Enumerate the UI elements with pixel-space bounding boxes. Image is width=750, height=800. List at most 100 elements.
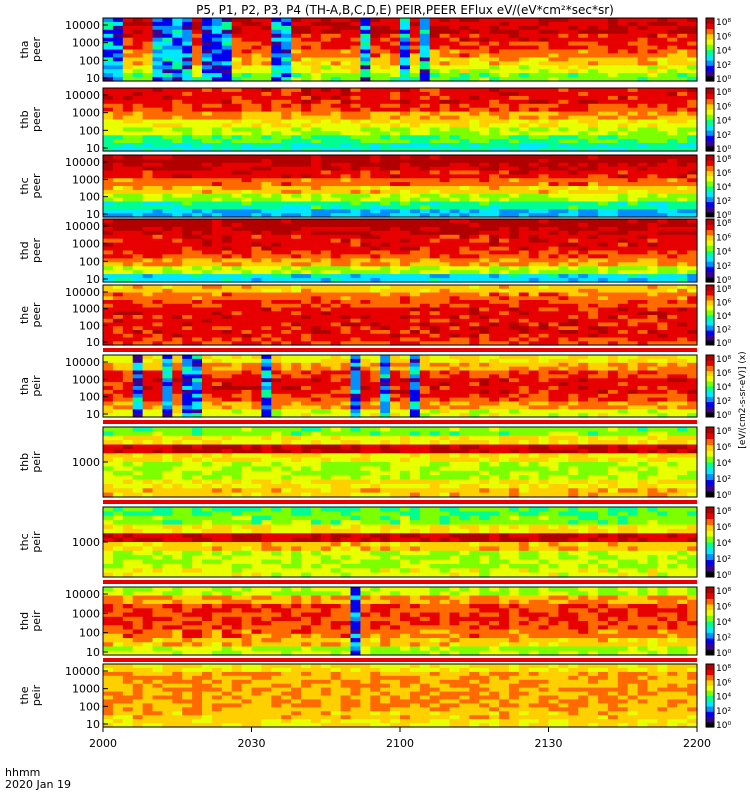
spectrogram-cell	[637, 99, 649, 105]
spectrogram-cell	[221, 69, 233, 74]
spectrogram-cell	[231, 307, 243, 312]
spectrogram-cell	[152, 147, 163, 152]
spectrogram-cell	[291, 222, 302, 228]
spectrogram-cell	[112, 45, 124, 51]
spectrogram-cell	[211, 355, 223, 360]
y-tick-label: 10000	[65, 19, 100, 32]
spectrogram-cell	[677, 21, 688, 27]
spectrogram-cell	[152, 61, 163, 66]
spectrogram-cell	[350, 326, 361, 331]
spectrogram-cell	[103, 285, 114, 290]
spectrogram-cell	[380, 270, 391, 275]
spectrogram-cell	[340, 131, 352, 136]
spectrogram-cell	[469, 53, 480, 58]
spectrogram-cell	[241, 326, 253, 331]
spectrogram-cell	[568, 18, 579, 23]
spectrogram-cell	[221, 170, 233, 175]
colorbar-segment	[706, 160, 714, 166]
spectrogram-cell	[459, 189, 470, 195]
spectrogram-cell	[479, 238, 490, 244]
spectrogram-cell	[667, 88, 678, 93]
spectrogram-cell	[132, 254, 144, 259]
spectrogram-cell	[607, 197, 619, 203]
spectrogram-cell	[301, 37, 312, 43]
spectrogram-cell	[350, 226, 361, 232]
spectrogram-cell	[449, 266, 460, 271]
panel-frame	[102, 218, 698, 283]
spectrogram-cell	[449, 49, 460, 54]
spectrogram-cell	[281, 45, 292, 51]
spectrogram-cell	[568, 29, 579, 35]
spectrogram-cell	[380, 337, 391, 342]
spectrogram-cell	[627, 201, 639, 206]
spectrogram-cell	[637, 77, 649, 82]
spectrogram-cell	[192, 278, 203, 283]
spectrogram-cell	[221, 147, 233, 152]
spectrogram-cell	[588, 99, 599, 105]
spectrogram-cell	[103, 25, 114, 31]
spectrogram-cell	[429, 300, 441, 305]
spectrogram-cell	[667, 189, 678, 195]
spectrogram-cell	[360, 201, 371, 206]
spectrogram-cell	[370, 77, 381, 82]
spectrogram-cell	[320, 49, 332, 54]
spectrogram-cell	[687, 170, 698, 175]
spectrogram-cell	[508, 222, 520, 228]
spectrogram-cell	[677, 318, 688, 324]
spectrogram-cell	[271, 274, 282, 279]
spectrogram-cell	[182, 242, 193, 248]
spectrogram-cell	[538, 158, 550, 164]
spectrogram-cell	[103, 186, 114, 191]
spectrogram-cell	[687, 318, 698, 324]
spectrogram-cell	[350, 73, 361, 78]
spectrogram-cell	[419, 292, 431, 297]
spectrogram-cell	[281, 226, 292, 232]
spectrogram-cell	[400, 209, 411, 214]
spectrogram-cell	[390, 45, 401, 51]
spectrogram-cell	[132, 300, 144, 305]
spectrogram-cell	[241, 99, 253, 105]
spectrogram-cell	[499, 250, 510, 255]
spectrogram-cell	[518, 250, 530, 255]
spectrogram-cell	[202, 111, 213, 117]
spectrogram-cell	[350, 41, 361, 47]
spectrogram-cell	[301, 178, 312, 183]
spectrogram-cell	[281, 123, 292, 128]
spectrogram-cell	[221, 355, 233, 360]
spectrogram-cell	[578, 262, 589, 267]
spectrogram-cell	[528, 258, 540, 263]
spectrogram-cell	[508, 174, 520, 179]
spectrogram-cell	[677, 182, 688, 187]
spectrogram-cell	[152, 45, 163, 51]
spectrogram-cell	[479, 226, 490, 232]
spectrogram-cell	[142, 330, 154, 335]
spectrogram-cell	[598, 201, 609, 206]
spectrogram-cell	[627, 296, 639, 301]
spectrogram-cell	[132, 355, 144, 360]
spectrogram-cell	[667, 178, 678, 183]
spectrogram-cell	[132, 174, 144, 179]
spectrogram-cell	[251, 311, 262, 316]
spectrogram-cell	[261, 57, 272, 62]
spectrogram-cell	[687, 226, 698, 232]
spectrogram-cell	[320, 69, 332, 74]
spectrogram-cell	[330, 111, 342, 117]
spectrogram-cell	[449, 57, 460, 62]
spectrogram-cell	[667, 73, 678, 78]
spectrogram-cell	[667, 91, 678, 97]
spectrogram-cell	[508, 230, 520, 236]
spectrogram-cell	[647, 77, 658, 82]
spectrogram-cell	[429, 21, 441, 27]
spectrogram-cell	[251, 65, 262, 70]
spectrogram-cell	[657, 300, 668, 305]
spectrogram-cell	[291, 69, 302, 74]
spectrogram-cell	[449, 330, 460, 335]
spectrogram-cell	[499, 131, 510, 136]
spectrogram-cell	[508, 189, 520, 195]
spectrogram-cell	[459, 49, 470, 54]
spectrogram-cell	[518, 311, 530, 316]
spectrogram-cell	[112, 170, 124, 175]
spectrogram-cell	[667, 333, 678, 339]
colorbar-segment	[706, 135, 714, 142]
spectrogram-cell	[588, 303, 599, 309]
